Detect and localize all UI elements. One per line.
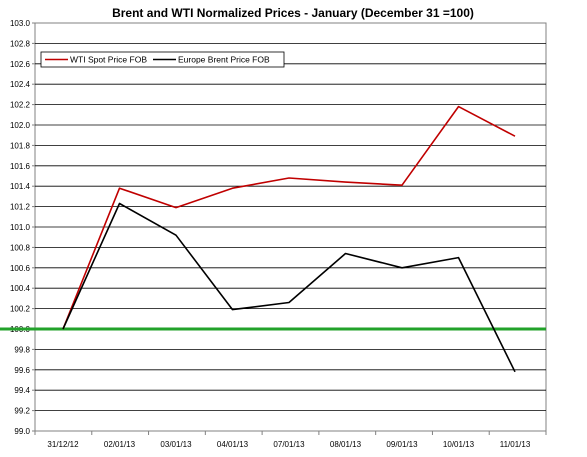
- chart-title: Brent and WTI Normalized Prices - Januar…: [112, 6, 474, 20]
- y-tick-label: 101.4: [10, 182, 31, 191]
- y-tick-label: 101.8: [10, 141, 31, 150]
- y-tick-label: 99.2: [14, 407, 30, 416]
- gridlines: [35, 43, 546, 412]
- y-tick-label: 99.4: [14, 386, 30, 395]
- legend-label-brent: Europe Brent Price FOB: [178, 55, 270, 65]
- y-tick-label: 99.8: [14, 345, 30, 354]
- x-tick-label: 08/01/13: [330, 440, 362, 449]
- y-tick-label: 102.4: [10, 80, 31, 89]
- y-tick-label: 100.6: [10, 264, 31, 273]
- y-tick-label: 102.8: [10, 39, 31, 48]
- y-tick-label: 102.2: [10, 101, 31, 110]
- y-tick-label: 99.0: [14, 427, 30, 436]
- y-tick-label: 100.2: [10, 305, 31, 314]
- x-tick-label: 31/12/12: [47, 440, 79, 449]
- x-tick-label: 03/01/13: [160, 440, 192, 449]
- x-tick-label: 02/01/13: [104, 440, 136, 449]
- legend-label-wti: WTI Spot Price FOB: [70, 55, 147, 65]
- series-line-brent: [62, 202, 516, 373]
- x-tick-label: 04/01/13: [217, 440, 249, 449]
- x-tick-label: 10/01/13: [443, 440, 475, 449]
- y-tick-label: 102.6: [10, 60, 31, 69]
- legend: WTI Spot Price FOB Europe Brent Price FO…: [40, 51, 285, 68]
- series-line-wti: [62, 105, 516, 330]
- y-tick-label: 100.8: [10, 243, 31, 252]
- y-tick-label: 102.0: [10, 121, 31, 130]
- y-tick-label: 103.0: [10, 19, 31, 28]
- y-axis-ticks: 99.099.299.499.699.8100.0100.2100.4100.6…: [10, 19, 35, 436]
- series-group: [62, 105, 516, 373]
- y-tick-label: 101.0: [10, 223, 31, 232]
- y-tick-label: 101.2: [10, 203, 31, 212]
- y-tick-label: 101.6: [10, 162, 31, 171]
- x-tick-label: 11/01/13: [500, 440, 531, 449]
- y-tick-label: 100.4: [10, 284, 31, 293]
- x-axis-ticks: 31/12/12 02/01/13 03/01/13 04/01/13 07/01/13…: [34, 431, 547, 449]
- x-tick-label: 09/01/13: [386, 440, 418, 449]
- y-tick-label: 99.6: [14, 366, 30, 375]
- x-tick-label: 07/01/13: [273, 440, 305, 449]
